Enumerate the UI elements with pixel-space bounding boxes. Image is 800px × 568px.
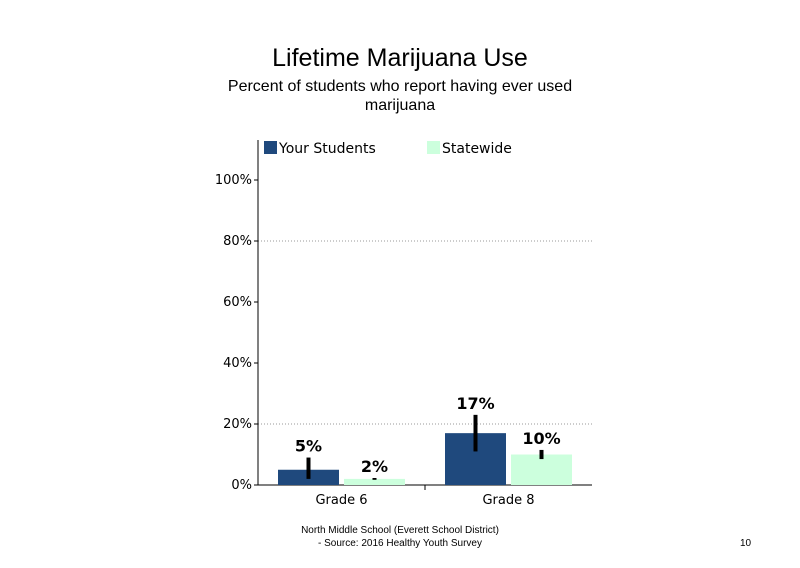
y-tick-label: 60% (223, 295, 252, 310)
y-tick-label: 40% (223, 356, 252, 371)
data-label: 17% (456, 394, 494, 413)
legend-label: Your Students (278, 141, 376, 157)
y-tick-label: 80% (223, 234, 252, 249)
data-label: 2% (361, 457, 388, 476)
y-tick-label: 20% (223, 417, 252, 432)
legend-swatch (264, 141, 277, 154)
footer-source: - Source: 2016 Healthy Youth Survey (318, 538, 482, 549)
chart-title: Lifetime Marijuana Use (272, 44, 528, 72)
page-number: 10 (740, 538, 752, 549)
chart-subtitle: Percent of students who report having ev… (227, 78, 573, 114)
legend-label: Statewide (442, 141, 512, 157)
bar-statewide (344, 478, 405, 485)
footer-school: North Middle School (Everett School Dist… (301, 525, 499, 536)
footer: North Middle School (Everett School Dist… (250, 524, 550, 550)
x-tick-label: Grade 6 (315, 493, 367, 508)
legend-swatch (427, 141, 440, 154)
y-tick-label: 100% (215, 173, 252, 188)
data-label: 10% (522, 429, 560, 448)
data-label: 5% (295, 437, 322, 456)
bar-statewide (511, 454, 572, 485)
y-tick-label: 0% (231, 478, 252, 493)
x-tick-label: Grade 8 (482, 493, 534, 508)
